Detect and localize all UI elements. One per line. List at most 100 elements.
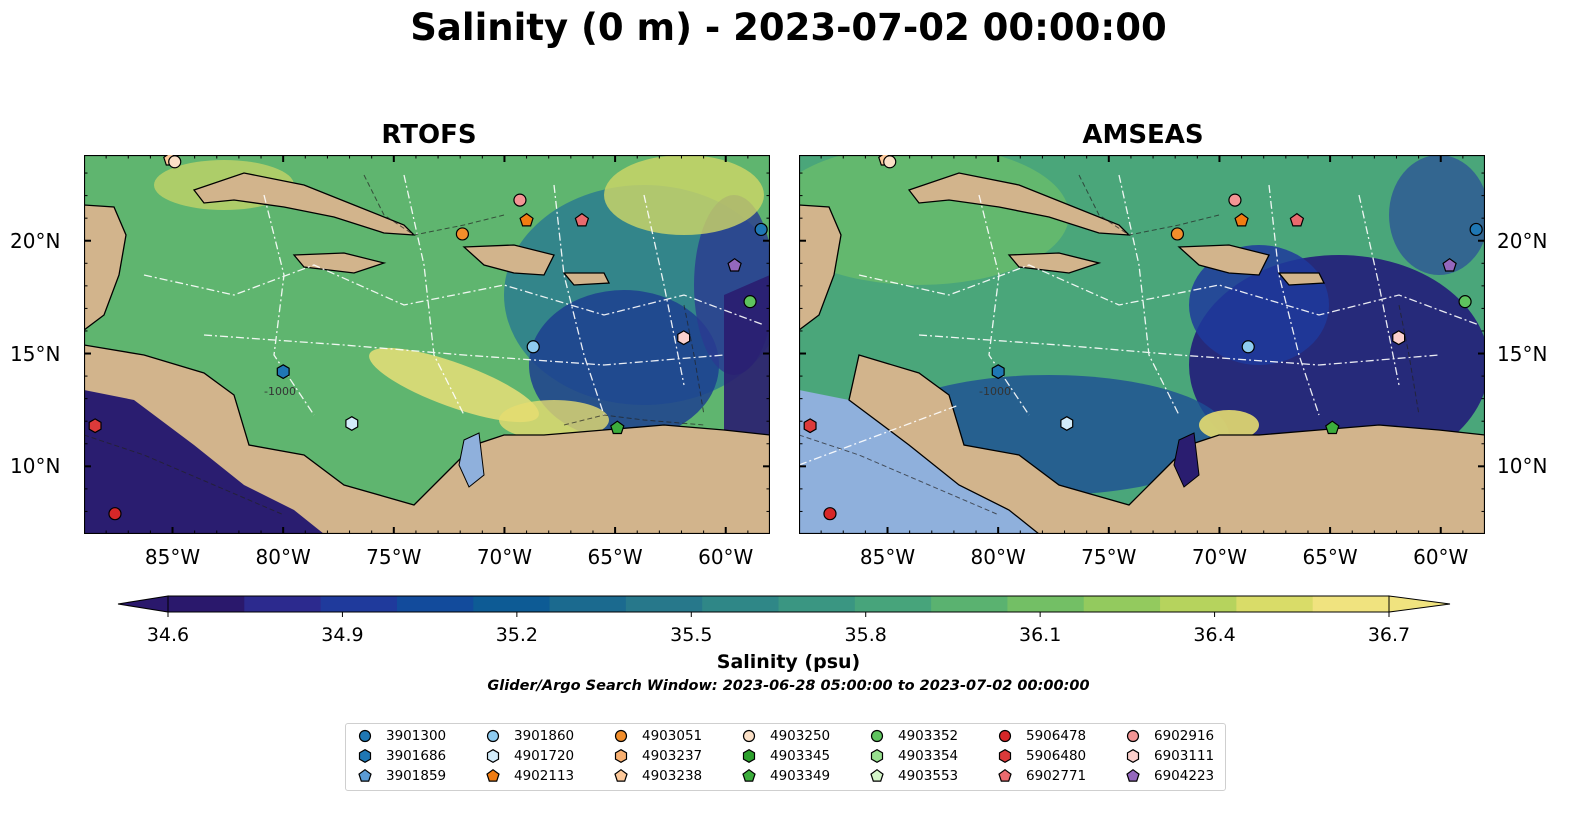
- station-markers: [88, 155, 768, 521]
- colorbar-tick-label: 34.6: [146, 624, 190, 646]
- contour-label: -1000: [979, 385, 1011, 398]
- legend-marker-pentagon-icon: [358, 768, 372, 782]
- legend-label: 4903345: [770, 748, 831, 764]
- legend-label: 4903352: [898, 728, 959, 744]
- station-6903111: [1392, 330, 1406, 346]
- legend-marker-circle-icon: [614, 729, 628, 743]
- lon-label: 60°W: [1413, 545, 1469, 569]
- legend-marker: [742, 749, 756, 763]
- lat-label-right: 10°N: [1497, 454, 1548, 479]
- station-markers: [803, 155, 1483, 521]
- legend-label: 4903553: [898, 768, 959, 784]
- lat-label-left: 20°N: [10, 228, 61, 253]
- station-5906480: [803, 418, 817, 434]
- station-6902916: [1228, 193, 1242, 207]
- legend-label: 4903354: [898, 748, 959, 764]
- legend-marker-pentagon-icon: [1126, 768, 1140, 782]
- colorbar-segment: [396, 596, 474, 612]
- legend-marker-hexagon-icon: [742, 749, 756, 763]
- colorbar-segment: [320, 596, 398, 612]
- pacific-masked: [799, 390, 1039, 534]
- legend-marker-circle-icon: [998, 729, 1012, 743]
- colorbar: [117, 595, 1451, 617]
- lat-label-right: 20°N: [1497, 228, 1548, 253]
- colorbar-extend-low: [117, 595, 169, 613]
- legend-marker: [742, 729, 756, 743]
- legend-marker: [742, 768, 756, 782]
- contour-label: -1000: [264, 385, 296, 398]
- legend-marker-circle-icon: [1126, 729, 1140, 743]
- legend-marker: [358, 749, 372, 763]
- station-3901860: [1241, 340, 1255, 354]
- legend-marker: [998, 749, 1012, 763]
- legend-label: 6902771: [1026, 768, 1087, 784]
- high-salinity-north: [604, 155, 764, 235]
- colorbar-tick-label: 36.4: [1193, 624, 1236, 646]
- land-masses: [84, 172, 770, 534]
- legend-marker: [614, 749, 628, 763]
- legend-label: 4903237: [642, 748, 703, 764]
- colorbar-segment: [931, 596, 1009, 612]
- colorbar-segment: [1312, 596, 1390, 612]
- colorbar-segment: [778, 596, 856, 612]
- lake-maracaibo: [458, 432, 485, 488]
- land-masses: [799, 172, 1485, 534]
- high-salinity-gulf: [1199, 410, 1259, 440]
- lon-label: 75°W: [1081, 545, 1137, 569]
- colorbar-extend-high: [1388, 595, 1451, 613]
- legend-label: 4902113: [514, 768, 575, 784]
- station-4903051: [455, 227, 470, 241]
- station-5906480: [88, 418, 102, 434]
- legend-label: 5906478: [1026, 728, 1087, 744]
- legend-label: 4903250: [770, 728, 831, 744]
- legend-marker: [1126, 749, 1140, 763]
- legend-marker-circle-icon: [358, 729, 372, 743]
- lon-label: 65°W: [587, 545, 643, 569]
- lon-label: 80°W: [970, 545, 1026, 569]
- station-5906478: [108, 507, 122, 521]
- colorbar-tick-label: 35.5: [670, 624, 713, 646]
- legend-marker: [614, 729, 628, 743]
- station-4901720: [345, 416, 359, 431]
- station-6902771: [574, 212, 590, 227]
- station-6902771: [1289, 212, 1305, 227]
- station-4903051: [1170, 227, 1185, 241]
- station-4901720: [1060, 416, 1074, 431]
- colorbar-segment: [1007, 596, 1085, 612]
- figure-title: Salinity (0 m) - 2023-07-02 00:00:00: [410, 6, 1167, 49]
- legend-label: 6902916: [1154, 728, 1215, 744]
- station-6904223: [727, 257, 742, 272]
- colorbar-segment: [168, 596, 245, 612]
- station-4903349: [1325, 420, 1340, 435]
- legend-marker-hexagon-icon: [1126, 749, 1140, 763]
- panel-title-amseas: AMSEAS: [1082, 120, 1204, 150]
- legend-label: 5906480: [1026, 748, 1087, 764]
- legend-marker: [358, 768, 372, 782]
- station-4903352: [1458, 295, 1472, 309]
- depth-contours: [84, 174, 705, 516]
- legend-label: 4903238: [642, 768, 703, 784]
- depth-contours: [799, 174, 1420, 516]
- legend-marker: [870, 749, 884, 763]
- legend-marker: [1126, 768, 1140, 782]
- map-amseas: -1000: [799, 155, 1485, 534]
- station-6903111: [677, 330, 691, 346]
- colorbar-segment: [1160, 596, 1237, 612]
- lon-label: 80°W: [255, 545, 311, 569]
- lat-label-left: 15°N: [10, 341, 61, 366]
- station-3901300: [1469, 222, 1483, 237]
- colorbar-segment: [549, 596, 627, 612]
- station-4903349: [610, 420, 625, 435]
- legend-marker-pentagon-icon: [486, 768, 500, 782]
- legend-label: 3901860: [514, 728, 575, 744]
- station-4902113: [1234, 212, 1249, 227]
- legend-label: 3901859: [386, 768, 447, 784]
- colorbar-tick-label: 36.7: [1367, 624, 1411, 646]
- lon-label: 65°W: [1302, 545, 1358, 569]
- lon-label: 70°W: [1191, 545, 1248, 569]
- station-4902113: [519, 212, 534, 227]
- colorbar-tick-label: 36.1: [1018, 624, 1062, 646]
- lat-label-right: 15°N: [1497, 341, 1548, 366]
- high-salinity-gulf: [499, 400, 609, 440]
- eez-boundaries: [143, 174, 765, 416]
